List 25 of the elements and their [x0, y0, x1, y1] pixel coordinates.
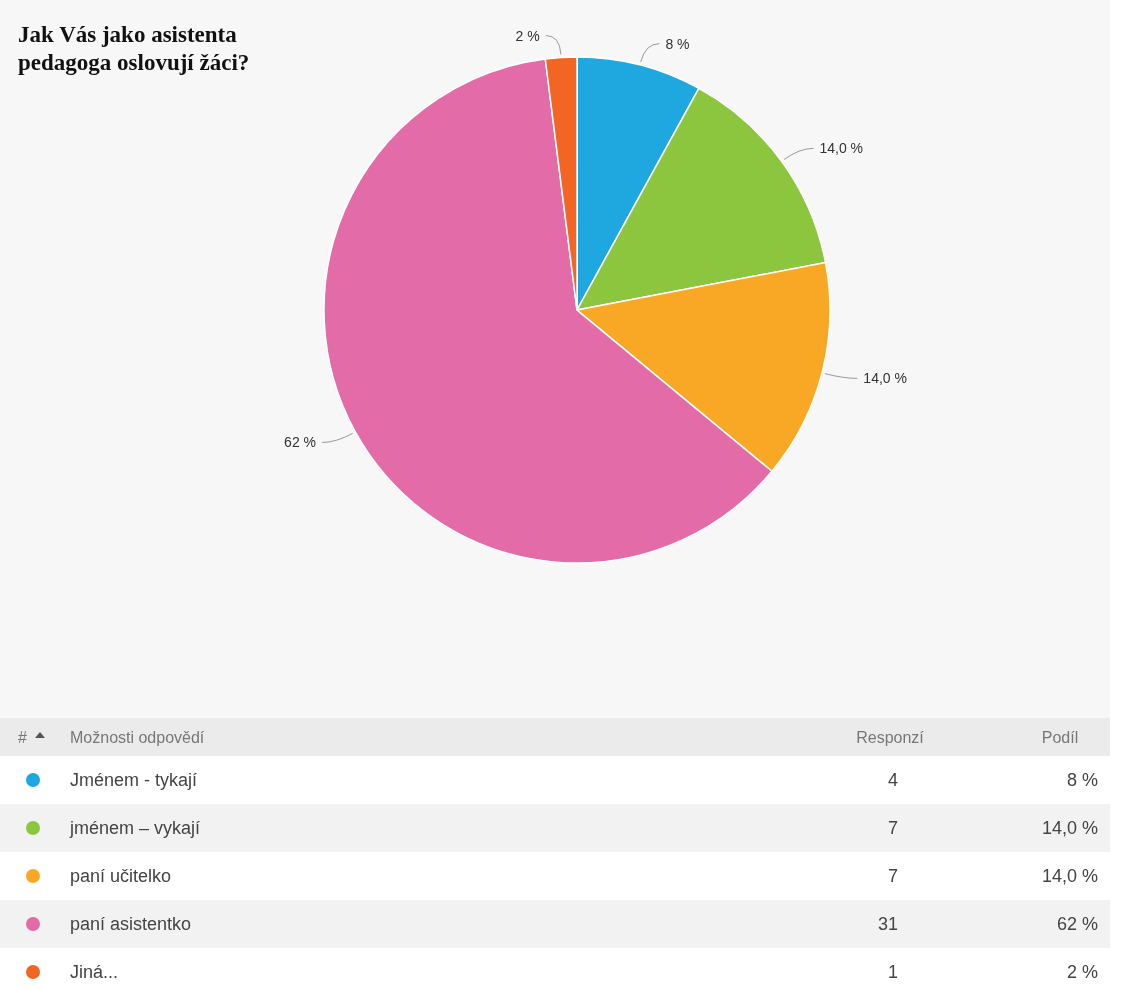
legend-label: Jiná...	[70, 962, 119, 982]
text: Možnosti odpovědí	[70, 729, 205, 746]
text: 7	[887, 866, 898, 886]
text: Podíl	[1041, 729, 1079, 746]
legend-label: Jménem - tykají	[70, 770, 198, 790]
text: 7	[887, 818, 898, 838]
data-label: 62 %	[284, 434, 317, 451]
text: 4	[887, 770, 898, 790]
text: 31	[877, 914, 898, 934]
data-label: 14,0 %	[819, 140, 864, 157]
chart-title: Jak Vás jako asistenta pedagoga oslovují žáci?	[18, 22, 250, 75]
data-label: 14,0 %	[863, 370, 907, 387]
legend-label: paní učitelko	[70, 866, 172, 886]
text: 14,0 %	[1041, 818, 1098, 838]
text: 2 %	[1066, 962, 1098, 982]
data-label: 2 %	[515, 27, 540, 44]
data-label: 8 %	[665, 35, 690, 52]
text: Responzí	[856, 729, 925, 746]
text: 62 %	[1056, 914, 1098, 934]
text: 14,0 %	[1041, 866, 1098, 886]
text: 8 %	[1066, 770, 1098, 790]
legend-label: jménem – vykají	[69, 818, 201, 838]
legend-label: paní asistentko	[70, 914, 192, 934]
text: #	[18, 729, 27, 746]
text: 1	[887, 962, 898, 982]
